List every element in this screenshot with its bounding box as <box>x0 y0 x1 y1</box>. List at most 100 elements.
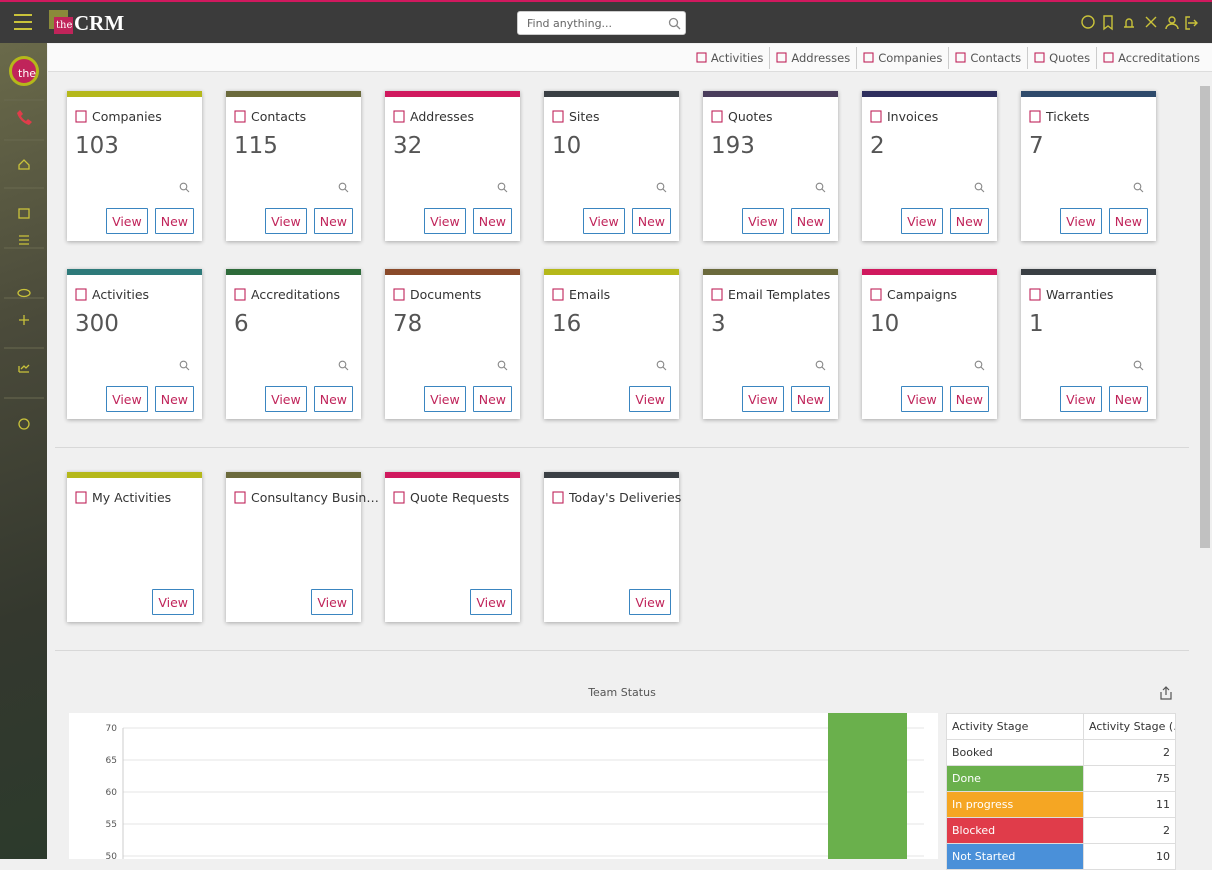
tile-button[interactable]: New <box>790 208 830 234</box>
tile-button[interactable]: View <box>106 386 148 412</box>
tile: Quotes 193 View New <box>703 91 838 241</box>
icon-shape <box>870 110 882 123</box>
tile-icon <box>393 110 405 123</box>
tile-count: 7 <box>1029 133 1044 159</box>
tile-button[interactable]: View <box>1060 208 1102 234</box>
tile-button[interactable]: View <box>470 589 512 615</box>
tile-button[interactable]: New <box>949 208 989 234</box>
tile-search <box>656 360 667 371</box>
tile-count: 300 <box>75 311 119 337</box>
icon-shape <box>815 182 824 191</box>
icon-shape <box>234 110 246 123</box>
tile: Campaigns 10 View New <box>862 269 997 419</box>
tile-button[interactable]: New <box>472 386 512 412</box>
tile-count: 1 <box>1029 311 1044 337</box>
icon-shape <box>821 366 826 371</box>
export-button[interactable] <box>1159 686 1173 700</box>
divider <box>55 650 1189 651</box>
scrollbar-thumb[interactable] <box>1200 86 1210 548</box>
count-cell: 2 <box>1083 817 1176 844</box>
tile-button[interactable]: View <box>742 208 784 234</box>
quick-link[interactable]: Contacts <box>948 46 1027 69</box>
avatar[interactable]: the <box>9 56 39 86</box>
tile-button[interactable]: New <box>472 208 512 234</box>
quick-link[interactable]: Quotes <box>1027 46 1096 69</box>
sidebar-icons[interactable] <box>0 43 47 443</box>
icon-shape <box>75 288 87 301</box>
tile-button[interactable]: New <box>313 386 353 412</box>
icon-shape <box>974 360 983 369</box>
icon-shape <box>974 182 983 191</box>
quick-link-icon <box>696 52 707 63</box>
tile-search <box>497 360 508 371</box>
tile-button[interactable]: View <box>629 386 671 412</box>
tile-button[interactable]: New <box>949 386 989 412</box>
tile-button[interactable]: View <box>742 386 784 412</box>
stage-cell: Not Started <box>946 843 1084 870</box>
icon-shape <box>179 182 188 191</box>
quick-link[interactable]: Addresses <box>769 46 856 69</box>
tile: Today's Deliveries View <box>544 472 682 622</box>
quick-link[interactable]: Accreditations <box>1096 46 1206 69</box>
tile-count: 10 <box>552 133 582 159</box>
tile: Consultancy Busin… View <box>226 472 379 622</box>
logo-prefix: the <box>56 20 73 31</box>
icon-shape <box>393 110 405 123</box>
table-row: Not Started 10 <box>946 843 1176 870</box>
tile-button[interactable]: New <box>154 386 194 412</box>
tile-button[interactable]: View <box>424 386 466 412</box>
tile-search <box>179 360 190 371</box>
tile-search <box>815 182 826 193</box>
tile-label: Today's Deliveries <box>569 490 682 505</box>
icon-shape <box>234 288 246 301</box>
tile-button[interactable]: View <box>311 589 353 615</box>
tile: Companies 103 View New <box>67 91 202 241</box>
tile-button[interactable]: View <box>1060 386 1102 412</box>
tile-button[interactable]: View <box>629 589 671 615</box>
tile-count: 6 <box>234 311 249 337</box>
tile-button[interactable]: View <box>152 589 194 615</box>
tile-button[interactable]: View <box>583 208 625 234</box>
count-cell: 75 <box>1083 765 1176 792</box>
count-cell: 2 <box>1083 739 1176 766</box>
tile-button[interactable]: View <box>424 208 466 234</box>
tile-buttons: View <box>629 589 671 615</box>
tile-search <box>815 360 826 371</box>
tile-button[interactable]: New <box>313 208 353 234</box>
tile-button[interactable]: New <box>1108 208 1148 234</box>
tile: Email Templates 3 View New <box>703 269 838 419</box>
quick-link[interactable]: Companies <box>856 46 948 69</box>
header-icons[interactable] <box>1080 14 1210 32</box>
tile-button[interactable]: View <box>106 208 148 234</box>
icon-shape <box>393 288 405 301</box>
tile-button[interactable]: View <box>901 386 943 412</box>
search-placeholder: Find anything... <box>527 17 613 30</box>
tile-button[interactable]: View <box>901 208 943 234</box>
tile-count: 193 <box>711 133 755 159</box>
tile-icon <box>393 491 405 504</box>
quick-link[interactable]: Activities <box>690 47 769 69</box>
tile-button[interactable]: New <box>154 208 194 234</box>
icon-shape <box>552 110 564 123</box>
tile-search <box>656 182 667 193</box>
icon-shape <box>393 491 405 504</box>
tile-icon <box>1029 110 1041 123</box>
quick-link-label: Addresses <box>791 50 851 65</box>
icon-shape <box>497 360 506 369</box>
tile-button[interactable]: View <box>265 208 307 234</box>
tile-buttons: View New <box>742 208 830 234</box>
chart: 50 55 60 65 70 <box>106 452 924 870</box>
quick-link-icon <box>776 52 787 63</box>
tile: Warranties 1 View New <box>1021 269 1156 419</box>
table-row: Done 75 <box>946 765 1176 792</box>
icon-shape <box>1034 52 1045 63</box>
icon-shape <box>1133 360 1142 369</box>
tile-button[interactable]: New <box>631 208 671 234</box>
tile-button[interactable]: View <box>265 386 307 412</box>
menu-button[interactable] <box>14 13 34 31</box>
tile-button[interactable]: New <box>790 386 830 412</box>
tile-icon <box>75 288 87 301</box>
search-box[interactable]: Find anything... <box>517 11 686 35</box>
tile-button[interactable]: New <box>1108 386 1148 412</box>
tile-count: 2 <box>870 133 885 159</box>
